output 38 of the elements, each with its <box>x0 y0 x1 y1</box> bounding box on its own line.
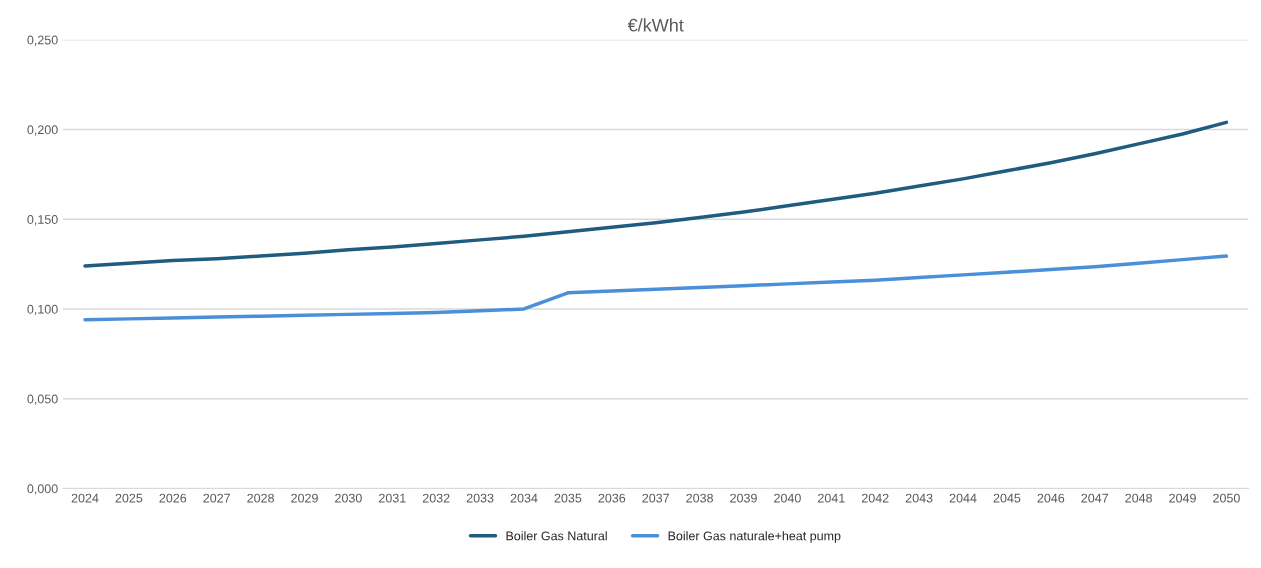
x-tick-label: 2030 <box>335 493 362 503</box>
y-tick-label: 0,250 <box>27 35 58 46</box>
x-tick-label: 2037 <box>642 493 669 503</box>
x-tick-label: 2029 <box>291 493 318 503</box>
line-series <box>83 120 1229 268</box>
x-tick-label: 2025 <box>115 493 143 503</box>
y-tick-label: 0,100 <box>27 304 58 316</box>
x-tick-label: 2045 <box>993 493 1021 503</box>
x-tick-label: 2038 <box>686 493 713 503</box>
x-tick-label: 2047 <box>1081 493 1109 503</box>
x-tick-label: 2032 <box>422 493 450 503</box>
x-tick-label: 2031 <box>379 493 406 503</box>
y-tick-label: 0,200 <box>27 125 58 136</box>
x-tick-label: 2043 <box>905 493 933 503</box>
line-series <box>83 254 1229 322</box>
x-tick-label: 2035 <box>554 493 582 503</box>
x-tick-label: 2050 <box>1213 493 1240 503</box>
y-tick-label: 0,050 <box>27 394 58 405</box>
x-tick-label: 2044 <box>949 493 977 503</box>
chart-title: €/kWht <box>627 18 684 32</box>
x-tick-label: 2033 <box>466 493 494 503</box>
x-tick-label: 2027 <box>203 493 230 503</box>
x-tick-label: 2049 <box>1169 493 1196 503</box>
x-tick-label: 2036 <box>598 493 626 503</box>
x-tick-label: 2040 <box>774 493 801 503</box>
x-tick-label: 2039 <box>730 493 757 503</box>
x-tick-label: 2024 <box>71 493 99 503</box>
x-tick-label: 2048 <box>1125 493 1152 503</box>
y-tick-label: 0,150 <box>27 215 58 226</box>
y-tick-label: 0,000 <box>27 484 58 495</box>
x-tick-label: 2034 <box>510 493 538 503</box>
legend-label: Boiler Gas naturale+heat pump <box>668 531 841 543</box>
x-tick-label: 2041 <box>818 493 845 503</box>
x-tick-label: 2026 <box>159 493 187 503</box>
x-tick-label: 2042 <box>861 493 889 503</box>
x-tick-label: 2028 <box>247 493 274 503</box>
legend-label: Boiler Gas Natural <box>506 531 607 541</box>
x-tick-label: 2046 <box>1037 493 1065 503</box>
